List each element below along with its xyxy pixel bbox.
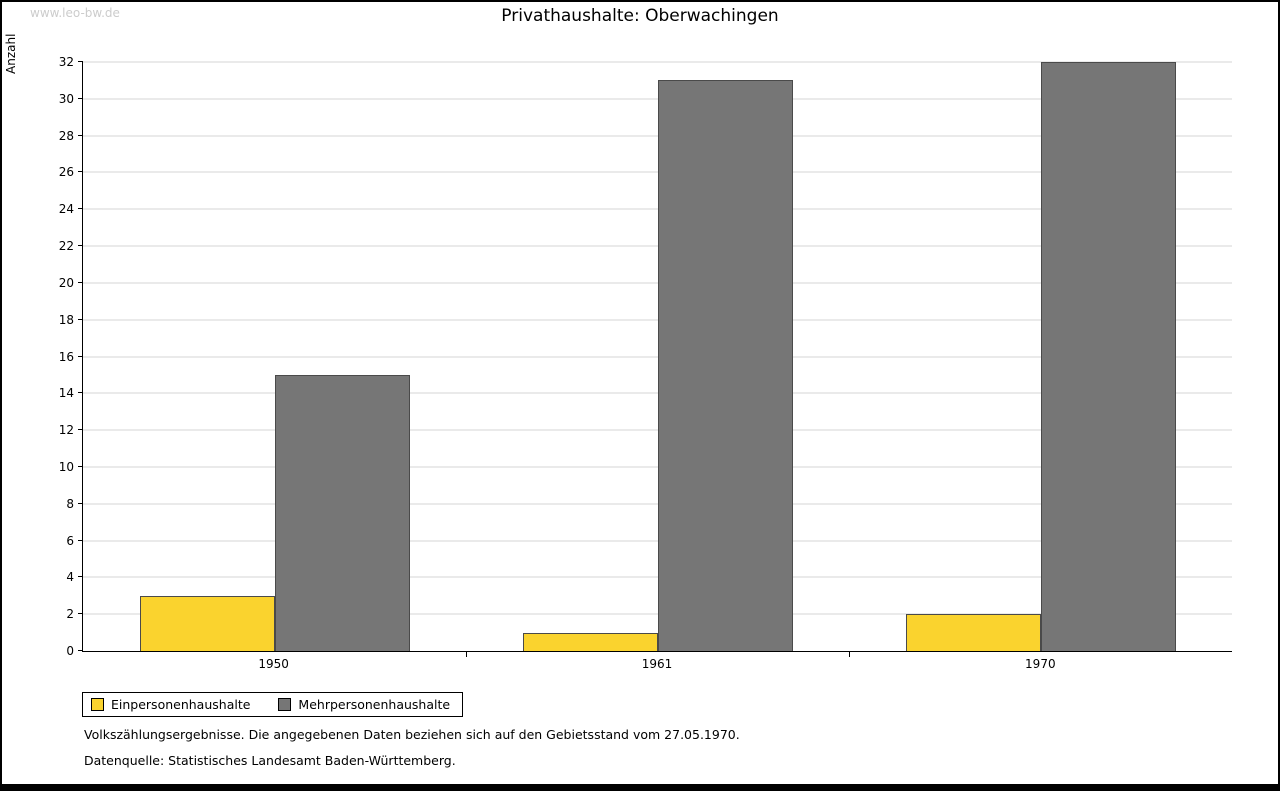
bar-group-1970	[849, 62, 1232, 651]
x-axis-labels: 1950 1961 1970	[82, 657, 1232, 671]
y-tick-label: 14	[58, 386, 74, 401]
footnote-source-note: Volkszählungsergebnisse. Die angegebenen…	[84, 727, 740, 742]
legend-label-mehrpersonenhaushalte: Mehrpersonenhaushalte	[298, 697, 451, 712]
legend: Einpersonenhaushalte Mehrpersonenhaushal…	[82, 692, 464, 717]
bar-group-1961	[466, 62, 849, 651]
y-tick-label: 30	[58, 91, 74, 106]
y-tick-mark	[78, 576, 83, 578]
y-tick-mark	[78, 392, 83, 394]
bar-group-1950	[83, 62, 466, 651]
x-tick-label-1970: 1970	[1025, 657, 1056, 671]
y-tick-label: 8	[66, 496, 74, 511]
y-tick-mark	[78, 465, 83, 467]
y-tick-mark	[78, 429, 83, 431]
gridline	[83, 61, 1232, 63]
y-tick-mark	[78, 539, 83, 541]
bar-mehrpersonenhaushalte-1961	[657, 80, 793, 651]
x-tick-mark	[466, 651, 467, 657]
y-tick-label: 16	[58, 349, 74, 364]
y-tick-label: 10	[58, 459, 74, 474]
bar-einpersonenhaushalte-1961	[522, 632, 658, 651]
y-tick-mark	[78, 134, 83, 136]
y-tick-label: 12	[58, 423, 74, 438]
y-tick-label: 24	[58, 202, 74, 217]
footnote-data-source: Datenquelle: Statistisches Landesamt Bad…	[84, 753, 456, 768]
watermark: www.leo-bw.de	[30, 6, 120, 20]
y-tick-mark	[78, 208, 83, 210]
legend-item-einpersonenhaushalte: Einpersonenhaushalte	[91, 697, 250, 712]
chart-title: Privathaushalte: Oberwachingen	[501, 6, 779, 26]
y-tick-mark	[78, 281, 83, 283]
plot-area: 0 2 4 6 8 10 12 14 16 18 20 22 24 26 28 30 32	[59, 56, 1232, 657]
y-tick-label: 22	[58, 239, 74, 254]
y-tick-label: 18	[58, 312, 74, 327]
bar-einpersonenhaushalte-1970	[905, 614, 1041, 651]
y-tick-mark	[78, 502, 83, 504]
x-tick-label-1950: 1950	[258, 657, 289, 671]
y-tick-mark	[78, 61, 83, 62]
y-tick-mark	[78, 97, 83, 99]
y-tick-label: 26	[58, 165, 74, 180]
y-tick-mark	[78, 355, 83, 357]
y-tick-mark	[78, 318, 83, 320]
x-tick-label-1961: 1961	[641, 657, 673, 671]
y-tick-label: 0	[66, 644, 74, 658]
x-tick-mark	[849, 651, 850, 657]
y-tick-label: 2	[66, 607, 74, 622]
y-tick-mark	[78, 171, 83, 173]
y-tick-mark	[78, 245, 83, 247]
bar-einpersonenhaushalte-1950	[139, 595, 275, 651]
y-tick-mark	[78, 650, 83, 651]
bar-mehrpersonenhaushalte-1970	[1040, 62, 1176, 651]
y-tick-label: 6	[66, 533, 74, 548]
y-axis-label: Anzahl	[4, 33, 18, 74]
legend-swatch-einpersonenhaushalte	[91, 698, 104, 711]
y-tick-label: 28	[58, 128, 74, 143]
bar-mehrpersonenhaushalte-1950	[274, 374, 410, 651]
legend-label-einpersonenhaushalte: Einpersonenhaushalte	[111, 697, 251, 712]
y-tick-label: 20	[58, 275, 74, 290]
legend-swatch-mehrpersonenhaushalte	[278, 698, 292, 711]
y-tick-mark	[78, 613, 83, 615]
bar-groups	[83, 62, 1232, 651]
legend-item-mehrpersonenhaushalte: Mehrpersonenhaushalte	[278, 697, 450, 712]
y-tick-label: 32	[58, 55, 74, 69]
y-tick-label: 4	[66, 570, 74, 585]
